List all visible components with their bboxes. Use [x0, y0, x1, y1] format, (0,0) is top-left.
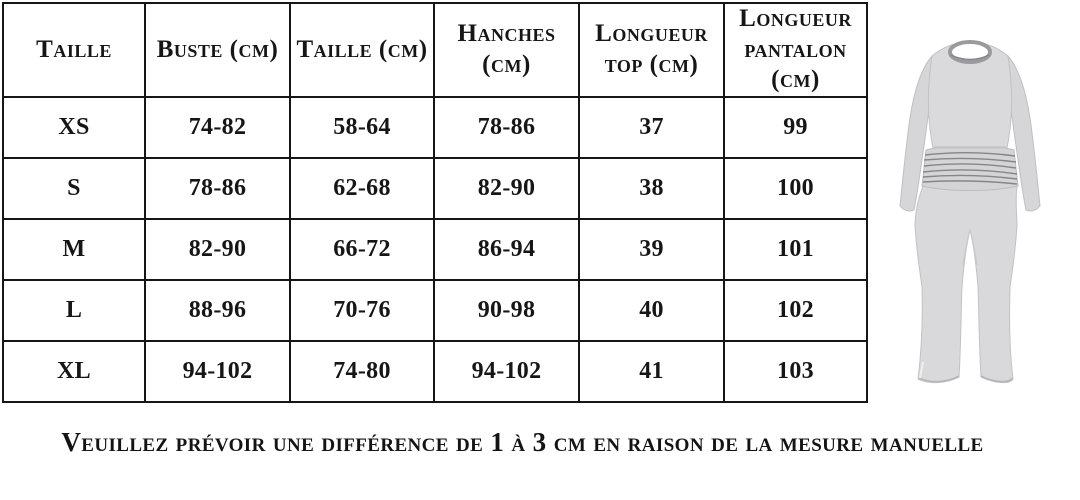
column-header-taille-cm: Taille (cm): [289, 2, 435, 98]
size-label: L: [2, 278, 146, 342]
table-cell: 99: [723, 95, 868, 159]
table-cell: 102: [723, 278, 868, 342]
waistband-ruched-lines: [922, 152, 1018, 185]
table-cell: 40: [578, 278, 725, 342]
table-cell: 41: [578, 339, 725, 403]
pants-legs: [914, 185, 1018, 384]
column-header-buste: Buste (cm): [144, 2, 291, 98]
left-sleeve: [899, 55, 937, 212]
column-header-hanches: Hanches (cm): [433, 2, 580, 98]
table-cell: 86-94: [433, 217, 580, 281]
table-cell: 94-102: [433, 339, 580, 403]
table-cell: 58-64: [289, 95, 435, 159]
table-row-xs: XS 74-82 58-64 78-86 37 99: [2, 95, 868, 159]
column-header-taille: Taille: [2, 2, 146, 98]
left-hem-slit: [919, 361, 924, 379]
size-label: S: [2, 156, 146, 220]
size-label: XL: [2, 339, 146, 403]
table-cell: 70-76: [289, 278, 435, 342]
collar-edge: [950, 54, 990, 61]
table-cell: 103: [723, 339, 868, 403]
table-cell: 78-86: [433, 95, 580, 159]
size-label: XS: [2, 95, 146, 159]
table-cell: 78-86: [144, 156, 291, 220]
table-row-s: S 78-86 62-68 82-90 38 100: [2, 156, 868, 220]
table-cell: 62-68: [289, 156, 435, 220]
table-row-xl: XL 94-102 74-80 94-102 41 103: [2, 339, 868, 403]
table-cell: 39: [578, 217, 725, 281]
table-cell: 74-82: [144, 95, 291, 159]
table-cell: 100: [723, 156, 868, 220]
table-row-l: L 88-96 70-76 90-98 40 102: [2, 278, 868, 342]
column-header-longueur-top: Longueur top (cm): [578, 2, 725, 98]
crop-top-illustration: [899, 40, 1041, 212]
neckline: [948, 40, 992, 64]
table-cell: 66-72: [289, 217, 435, 281]
table-cell: 38: [578, 156, 725, 220]
product-image-two-piece-set: [862, 0, 1080, 400]
crotch-shading: [962, 228, 978, 266]
size-chart-table: Taille Buste (cm) Taille (cm) Hanches (c…: [2, 2, 868, 403]
pants-illustration: [914, 145, 1019, 384]
table-cell: 101: [723, 217, 868, 281]
right-sleeve: [1003, 55, 1041, 212]
size-label: M: [2, 217, 146, 281]
table-cell: 37: [578, 95, 725, 159]
right-hem-shadow: [980, 375, 1013, 383]
header-row: Taille Buste (cm) Taille (cm) Hanches (c…: [2, 2, 868, 98]
table-cell: 94-102: [144, 339, 291, 403]
table-cell: 82-90: [144, 217, 291, 281]
table-row-m: M 82-90 66-72 86-94 39 101: [2, 217, 868, 281]
table-cell: 88-96: [144, 278, 291, 342]
column-header-longueur-pantalon: Longueur pantalon (cm): [723, 2, 868, 98]
table-cell: 90-98: [433, 278, 580, 342]
table-cell: 74-80: [289, 339, 435, 403]
left-hem-shadow: [918, 375, 960, 383]
table-cell: 82-90: [433, 156, 580, 220]
measurement-note: Veuillez prévoir une différence de 1 à 3…: [61, 427, 984, 457]
